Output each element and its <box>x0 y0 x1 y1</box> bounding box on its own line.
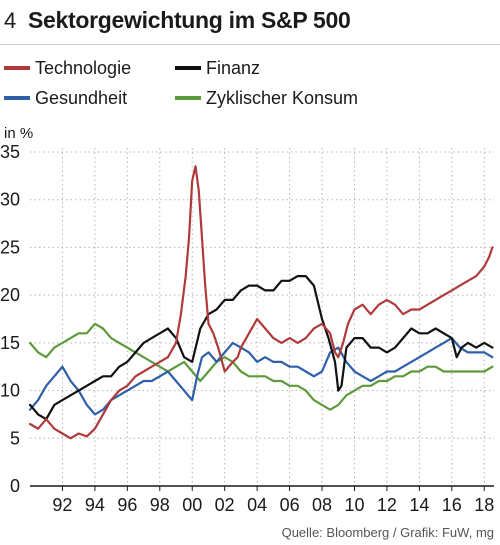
x-tick-label: 92 <box>52 495 72 515</box>
x-tick-label: 02 <box>215 495 235 515</box>
x-tick-label: 08 <box>312 495 332 515</box>
line-chart: 0 5 10 15 20 25 30 35 92 94 96 98 00 02 04 06 08 10 12 14 1… <box>0 142 494 515</box>
x-tick-label: 10 <box>344 495 364 515</box>
chart-legend: Technologie Finanz Gesundheit Zyklischer… <box>0 52 500 116</box>
series-line-zyklischer-konsum <box>28 322 494 411</box>
x-tick-label: 18 <box>474 495 494 515</box>
grid-layer <box>30 148 494 491</box>
legend-label-technologie: Technologie <box>35 57 132 78</box>
y-tick-labels: 0 5 10 15 20 25 30 35 <box>0 142 20 496</box>
x-tick-label: 94 <box>85 495 105 515</box>
x-tick-label: 14 <box>409 495 429 515</box>
y-tick-label: 10 <box>0 381 20 401</box>
legend-item-finanz: Finanz <box>175 56 260 80</box>
legend-label-gesundheit: Gesundheit <box>35 87 128 108</box>
x-tick-label: 00 <box>182 495 202 515</box>
legend-item-technologie: Technologie <box>4 56 131 80</box>
legend-item-zyklischer-konsum: Zyklischer Konsum <box>175 86 358 110</box>
series-line-finanz <box>28 275 494 421</box>
header-divider <box>0 44 500 45</box>
x-tick-label: 04 <box>247 495 267 515</box>
legend-item-gesundheit: Gesundheit <box>4 86 127 110</box>
y-tick-label: 5 <box>10 428 20 448</box>
x-tick-label: 12 <box>377 495 397 515</box>
x-tick-label: 06 <box>280 495 300 515</box>
legend-label-zyklischer-konsum: Zyklischer Konsum <box>206 87 359 108</box>
legend-swatch-zyklischer-konsum <box>175 96 201 100</box>
y-tick-label: 25 <box>0 237 20 257</box>
series-line-technologie <box>28 165 494 440</box>
legend-swatch-gesundheit <box>4 96 30 100</box>
figure-number: 4 <box>4 8 17 33</box>
y-tick-label: 35 <box>0 142 20 162</box>
x-tick-labels: 92 94 96 98 00 02 04 06 08 10 12 14 16 18 <box>52 495 494 515</box>
y-tick-label: 15 <box>0 333 20 353</box>
legend-swatch-technologie <box>4 66 30 70</box>
chart-title: Sektorgewichtung im S&P 500 <box>28 7 351 33</box>
x-tick-label: 16 <box>442 495 462 515</box>
y-axis-label: in % <box>4 125 34 142</box>
y-tick-label: 0 <box>10 476 20 496</box>
source-note: Quelle: Bloomberg / Grafik: FuW, mg <box>281 525 494 540</box>
y-tick-label: 30 <box>0 190 20 210</box>
x-tick-label: 96 <box>117 495 137 515</box>
legend-swatch-finanz <box>175 66 201 70</box>
chart-header: 4 Sektorgewichtung im S&P 500 <box>0 0 500 44</box>
x-tick-label: 98 <box>150 495 170 515</box>
y-tick-label: 20 <box>0 285 20 305</box>
series-layer <box>28 165 494 440</box>
legend-label-finanz: Finanz <box>206 57 261 78</box>
